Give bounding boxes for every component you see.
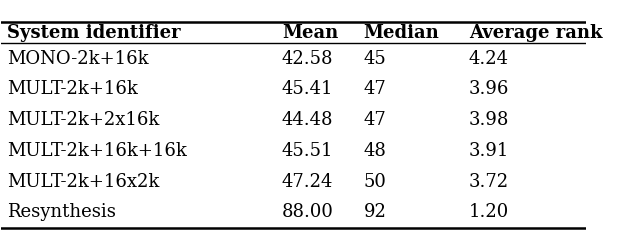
Text: 3.98: 3.98 bbox=[469, 111, 509, 129]
Text: MONO-2k+16k: MONO-2k+16k bbox=[7, 50, 149, 67]
Text: Mean: Mean bbox=[282, 24, 338, 42]
Text: 45.51: 45.51 bbox=[282, 142, 333, 160]
Text: System identifier: System identifier bbox=[7, 24, 181, 42]
Text: 3.91: 3.91 bbox=[469, 142, 509, 160]
Text: 4.24: 4.24 bbox=[469, 50, 509, 67]
Text: MULT-2k+16x2k: MULT-2k+16x2k bbox=[7, 173, 160, 191]
Text: 1.20: 1.20 bbox=[469, 203, 509, 221]
Text: 92: 92 bbox=[364, 203, 387, 221]
Text: 47.24: 47.24 bbox=[282, 173, 333, 191]
Text: 44.48: 44.48 bbox=[282, 111, 333, 129]
Text: 50: 50 bbox=[364, 173, 387, 191]
Text: 3.72: 3.72 bbox=[469, 173, 509, 191]
Text: 45: 45 bbox=[364, 50, 386, 67]
Text: 42.58: 42.58 bbox=[282, 50, 333, 67]
Text: MULT-2k+2x16k: MULT-2k+2x16k bbox=[7, 111, 160, 129]
Text: 88.00: 88.00 bbox=[282, 203, 334, 221]
Text: MULT-2k+16k: MULT-2k+16k bbox=[7, 80, 138, 98]
Text: MULT-2k+16k+16k: MULT-2k+16k+16k bbox=[7, 142, 187, 160]
Text: 3.96: 3.96 bbox=[469, 80, 509, 98]
Text: Median: Median bbox=[364, 24, 439, 42]
Text: 48: 48 bbox=[364, 142, 387, 160]
Text: 47: 47 bbox=[364, 111, 386, 129]
Text: Resynthesis: Resynthesis bbox=[7, 203, 116, 221]
Text: Average rank: Average rank bbox=[469, 24, 602, 42]
Text: 45.41: 45.41 bbox=[282, 80, 333, 98]
Text: 47: 47 bbox=[364, 80, 386, 98]
